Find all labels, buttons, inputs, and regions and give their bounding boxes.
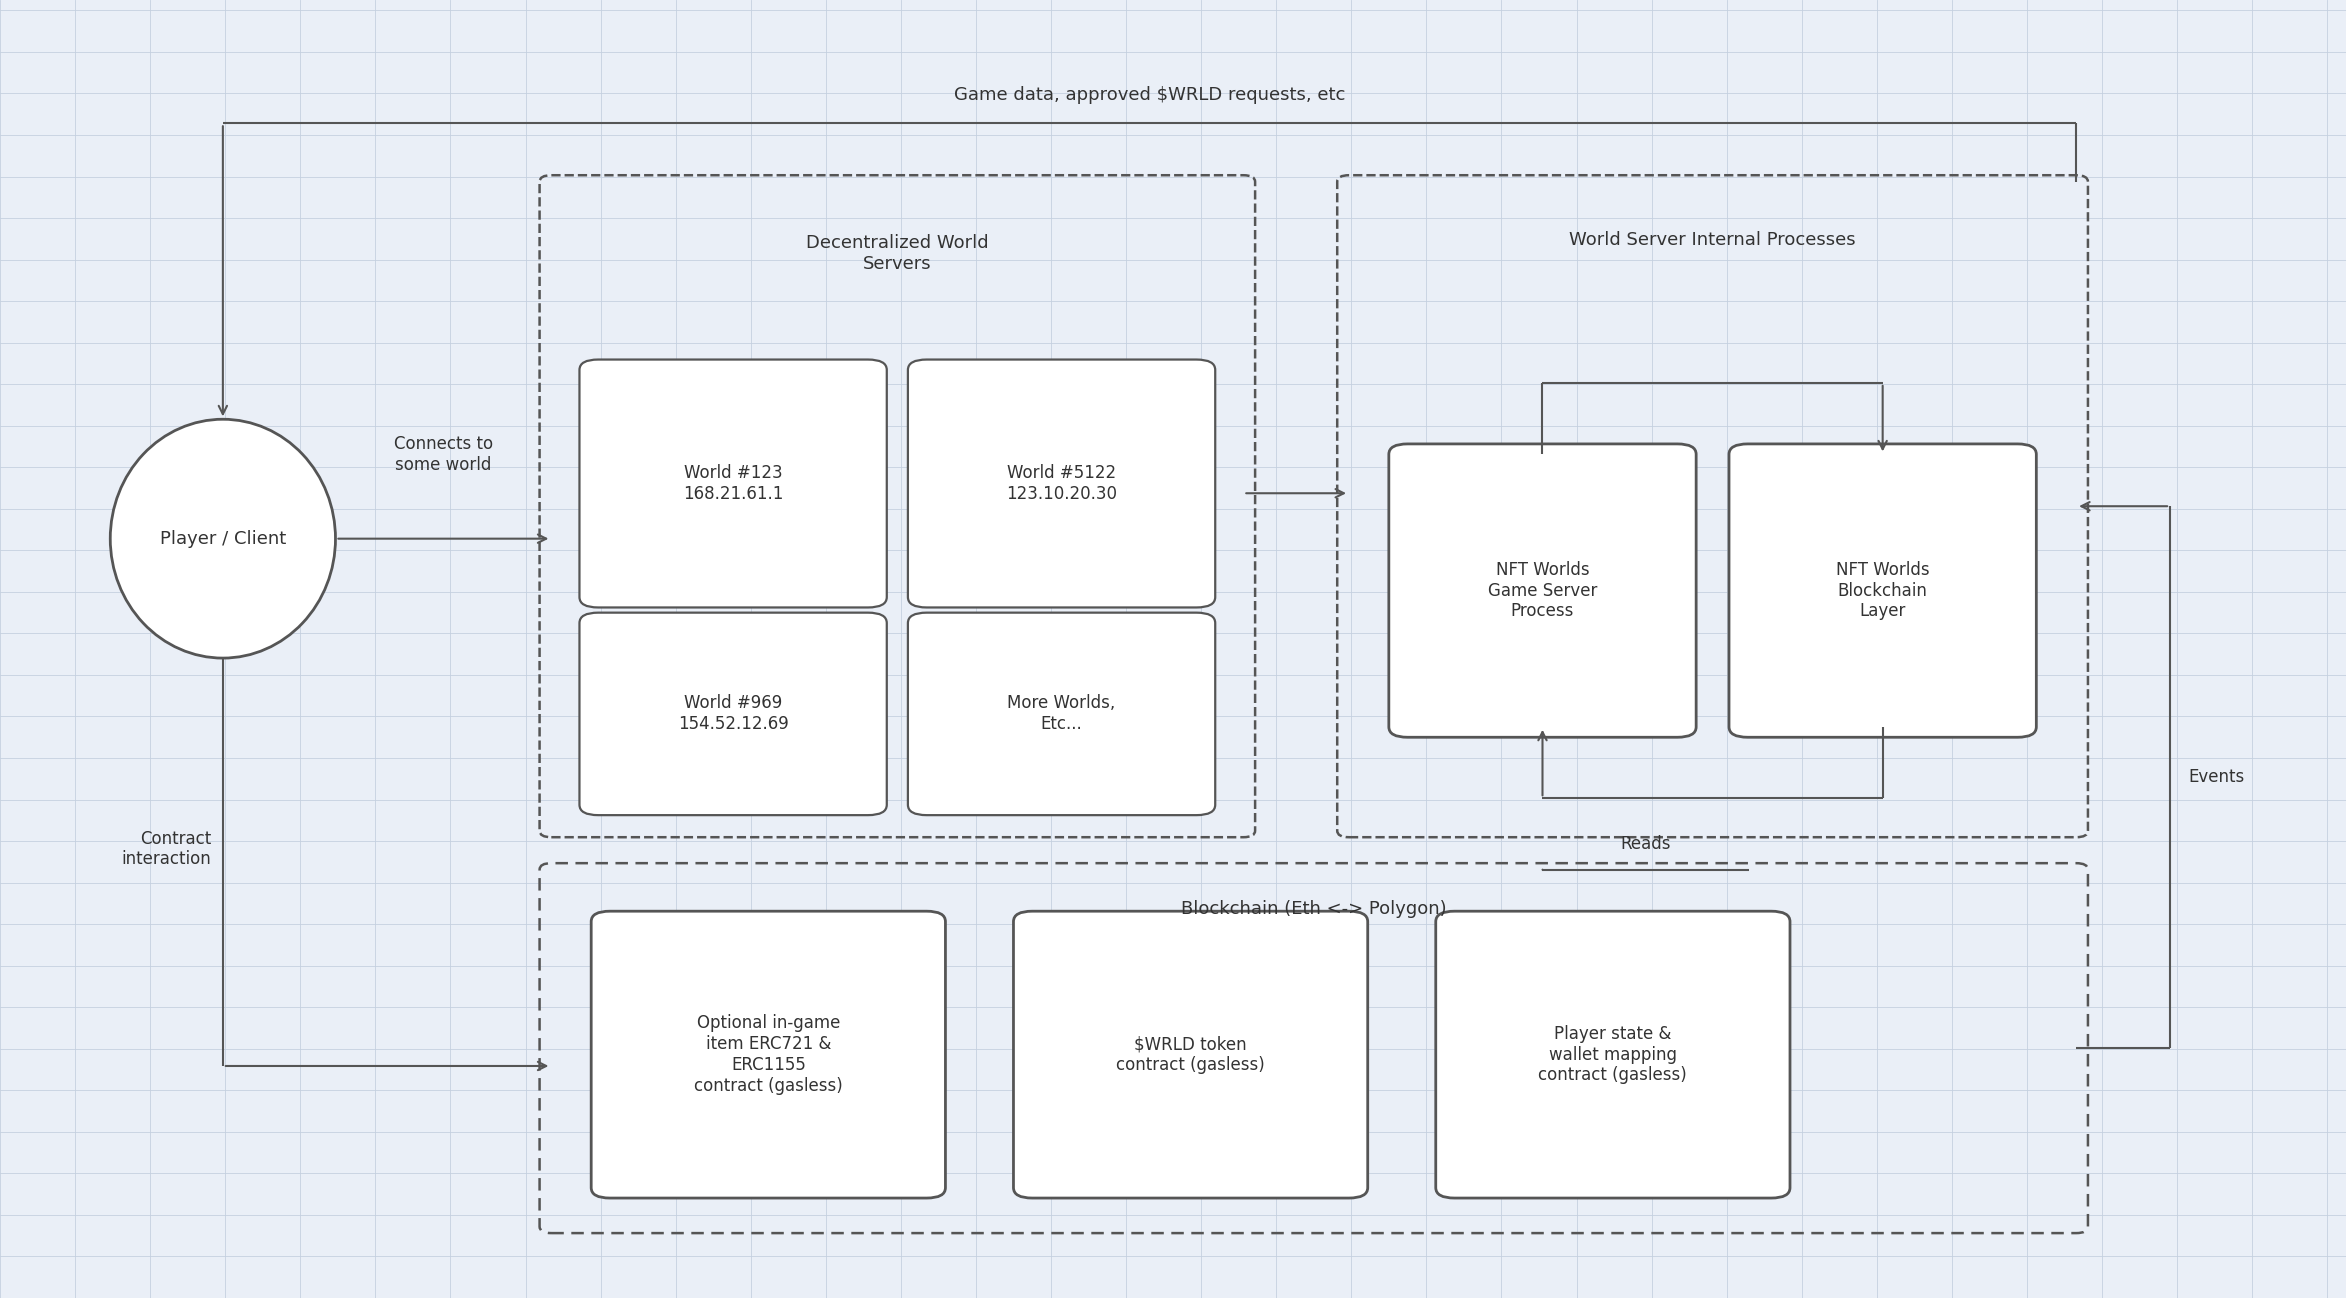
Text: NFT Worlds
Game Server
Process: NFT Worlds Game Server Process <box>1487 561 1598 620</box>
Text: Contract
interaction: Contract interaction <box>122 829 211 868</box>
Text: Reads: Reads <box>1621 835 1670 853</box>
Text: Optional in-game
item ERC721 &
ERC1155
contract (gasless): Optional in-game item ERC721 & ERC1155 c… <box>694 1015 842 1094</box>
FancyBboxPatch shape <box>1389 444 1696 737</box>
Text: $WRLD token
contract (gasless): $WRLD token contract (gasless) <box>1117 1036 1264 1073</box>
Text: Decentralized World
Servers: Decentralized World Servers <box>807 234 988 273</box>
Ellipse shape <box>110 419 335 658</box>
Text: Events: Events <box>2189 768 2245 787</box>
FancyBboxPatch shape <box>1436 911 1790 1198</box>
Text: NFT Worlds
Blockchain
Layer: NFT Worlds Blockchain Layer <box>1837 561 1928 620</box>
Text: World #123
168.21.61.1: World #123 168.21.61.1 <box>683 465 784 502</box>
Text: More Worlds,
Etc...: More Worlds, Etc... <box>1006 694 1117 733</box>
FancyBboxPatch shape <box>1729 444 2036 737</box>
Text: Blockchain (Eth <-> Polygon): Blockchain (Eth <-> Polygon) <box>1180 900 1447 918</box>
Text: Connects to
some world: Connects to some world <box>394 435 493 474</box>
FancyBboxPatch shape <box>1013 911 1368 1198</box>
Text: World #5122
123.10.20.30: World #5122 123.10.20.30 <box>1006 465 1117 502</box>
Text: Player state &
wallet mapping
contract (gasless): Player state & wallet mapping contract (… <box>1539 1025 1687 1084</box>
FancyBboxPatch shape <box>908 613 1215 815</box>
FancyBboxPatch shape <box>591 911 945 1198</box>
Text: World #969
154.52.12.69: World #969 154.52.12.69 <box>678 694 788 733</box>
FancyBboxPatch shape <box>908 360 1215 607</box>
FancyBboxPatch shape <box>579 613 887 815</box>
FancyBboxPatch shape <box>579 360 887 607</box>
Text: Player / Client: Player / Client <box>160 530 286 548</box>
Text: World Server Internal Processes: World Server Internal Processes <box>1569 231 1856 249</box>
Text: Game data, approved $WRLD requests, etc: Game data, approved $WRLD requests, etc <box>955 86 1344 104</box>
